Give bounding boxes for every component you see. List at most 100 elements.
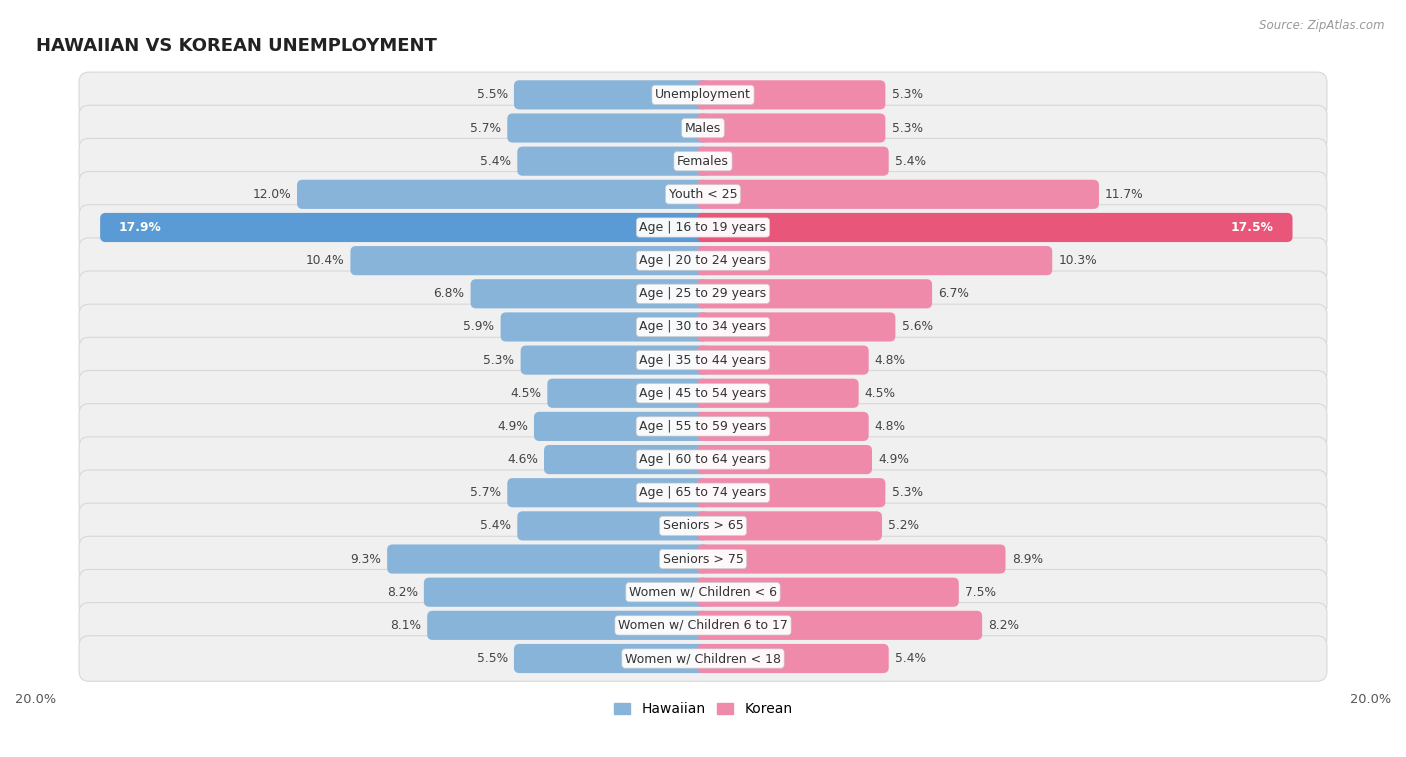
Text: Age | 55 to 59 years: Age | 55 to 59 years bbox=[640, 420, 766, 433]
Text: 12.0%: 12.0% bbox=[252, 188, 291, 201]
FancyBboxPatch shape bbox=[697, 511, 882, 540]
FancyBboxPatch shape bbox=[697, 544, 1005, 574]
FancyBboxPatch shape bbox=[697, 478, 886, 507]
Text: 11.7%: 11.7% bbox=[1105, 188, 1143, 201]
Text: 4.8%: 4.8% bbox=[875, 420, 905, 433]
FancyBboxPatch shape bbox=[517, 511, 709, 540]
Text: 10.3%: 10.3% bbox=[1059, 254, 1097, 267]
FancyBboxPatch shape bbox=[508, 114, 709, 142]
FancyBboxPatch shape bbox=[697, 179, 1099, 209]
FancyBboxPatch shape bbox=[547, 378, 709, 408]
Text: 5.3%: 5.3% bbox=[891, 486, 922, 499]
Text: Age | 30 to 34 years: Age | 30 to 34 years bbox=[640, 320, 766, 333]
FancyBboxPatch shape bbox=[697, 611, 983, 640]
Text: 5.2%: 5.2% bbox=[889, 519, 920, 532]
Text: 5.6%: 5.6% bbox=[901, 320, 932, 333]
Text: Age | 65 to 74 years: Age | 65 to 74 years bbox=[640, 486, 766, 499]
Text: 5.7%: 5.7% bbox=[470, 122, 501, 135]
Text: 10.4%: 10.4% bbox=[305, 254, 344, 267]
FancyBboxPatch shape bbox=[697, 213, 1292, 242]
Text: 7.5%: 7.5% bbox=[965, 586, 995, 599]
Text: 8.1%: 8.1% bbox=[389, 619, 420, 632]
Text: Females: Females bbox=[678, 154, 728, 167]
Text: 5.3%: 5.3% bbox=[891, 89, 922, 101]
Text: 5.3%: 5.3% bbox=[484, 354, 515, 366]
FancyBboxPatch shape bbox=[79, 105, 1327, 151]
Text: 4.5%: 4.5% bbox=[865, 387, 896, 400]
Text: 5.4%: 5.4% bbox=[479, 154, 512, 167]
Text: 5.3%: 5.3% bbox=[891, 122, 922, 135]
Text: Youth < 25: Youth < 25 bbox=[669, 188, 737, 201]
FancyBboxPatch shape bbox=[79, 603, 1327, 648]
FancyBboxPatch shape bbox=[544, 445, 709, 474]
Text: Source: ZipAtlas.com: Source: ZipAtlas.com bbox=[1260, 19, 1385, 32]
FancyBboxPatch shape bbox=[79, 569, 1327, 615]
FancyBboxPatch shape bbox=[79, 238, 1327, 283]
Text: 4.9%: 4.9% bbox=[496, 420, 527, 433]
Text: 4.5%: 4.5% bbox=[510, 387, 541, 400]
FancyBboxPatch shape bbox=[697, 80, 886, 110]
FancyBboxPatch shape bbox=[79, 172, 1327, 217]
Text: 5.5%: 5.5% bbox=[477, 652, 508, 665]
FancyBboxPatch shape bbox=[520, 345, 709, 375]
FancyBboxPatch shape bbox=[471, 279, 709, 308]
Text: Age | 60 to 64 years: Age | 60 to 64 years bbox=[640, 453, 766, 466]
Text: Women w/ Children < 18: Women w/ Children < 18 bbox=[626, 652, 780, 665]
FancyBboxPatch shape bbox=[697, 279, 932, 308]
Text: 9.3%: 9.3% bbox=[350, 553, 381, 565]
FancyBboxPatch shape bbox=[79, 139, 1327, 184]
Text: 5.5%: 5.5% bbox=[477, 89, 508, 101]
FancyBboxPatch shape bbox=[517, 147, 709, 176]
FancyBboxPatch shape bbox=[387, 544, 709, 574]
Text: Males: Males bbox=[685, 122, 721, 135]
Text: Age | 25 to 29 years: Age | 25 to 29 years bbox=[640, 288, 766, 301]
Text: 5.7%: 5.7% bbox=[470, 486, 501, 499]
FancyBboxPatch shape bbox=[515, 644, 709, 673]
FancyBboxPatch shape bbox=[508, 478, 709, 507]
FancyBboxPatch shape bbox=[79, 204, 1327, 251]
FancyBboxPatch shape bbox=[79, 403, 1327, 449]
Text: 5.4%: 5.4% bbox=[894, 154, 927, 167]
Text: 8.2%: 8.2% bbox=[387, 586, 418, 599]
Text: 17.5%: 17.5% bbox=[1230, 221, 1274, 234]
FancyBboxPatch shape bbox=[697, 378, 859, 408]
Text: 4.6%: 4.6% bbox=[508, 453, 538, 466]
FancyBboxPatch shape bbox=[79, 437, 1327, 482]
FancyBboxPatch shape bbox=[350, 246, 709, 276]
FancyBboxPatch shape bbox=[79, 503, 1327, 549]
Text: 17.9%: 17.9% bbox=[120, 221, 162, 234]
FancyBboxPatch shape bbox=[79, 470, 1327, 516]
FancyBboxPatch shape bbox=[697, 313, 896, 341]
FancyBboxPatch shape bbox=[79, 370, 1327, 416]
FancyBboxPatch shape bbox=[79, 536, 1327, 582]
Text: Age | 16 to 19 years: Age | 16 to 19 years bbox=[640, 221, 766, 234]
FancyBboxPatch shape bbox=[697, 644, 889, 673]
Text: 8.9%: 8.9% bbox=[1012, 553, 1043, 565]
Text: Age | 35 to 44 years: Age | 35 to 44 years bbox=[640, 354, 766, 366]
Text: 8.2%: 8.2% bbox=[988, 619, 1019, 632]
FancyBboxPatch shape bbox=[697, 246, 1052, 276]
Text: HAWAIIAN VS KOREAN UNEMPLOYMENT: HAWAIIAN VS KOREAN UNEMPLOYMENT bbox=[35, 37, 436, 55]
Text: Unemployment: Unemployment bbox=[655, 89, 751, 101]
FancyBboxPatch shape bbox=[427, 611, 709, 640]
Text: 6.8%: 6.8% bbox=[433, 288, 464, 301]
Text: 5.4%: 5.4% bbox=[894, 652, 927, 665]
FancyBboxPatch shape bbox=[697, 114, 886, 142]
Text: 6.7%: 6.7% bbox=[938, 288, 969, 301]
Text: Women w/ Children < 6: Women w/ Children < 6 bbox=[628, 586, 778, 599]
Text: 5.9%: 5.9% bbox=[464, 320, 495, 333]
Text: Age | 45 to 54 years: Age | 45 to 54 years bbox=[640, 387, 766, 400]
Text: Seniors > 65: Seniors > 65 bbox=[662, 519, 744, 532]
FancyBboxPatch shape bbox=[79, 72, 1327, 117]
FancyBboxPatch shape bbox=[501, 313, 709, 341]
FancyBboxPatch shape bbox=[297, 179, 709, 209]
FancyBboxPatch shape bbox=[697, 412, 869, 441]
FancyBboxPatch shape bbox=[697, 578, 959, 607]
FancyBboxPatch shape bbox=[100, 213, 709, 242]
FancyBboxPatch shape bbox=[697, 345, 869, 375]
Text: 4.8%: 4.8% bbox=[875, 354, 905, 366]
Text: Seniors > 75: Seniors > 75 bbox=[662, 553, 744, 565]
Legend: Hawaiian, Korean: Hawaiian, Korean bbox=[607, 696, 799, 722]
FancyBboxPatch shape bbox=[697, 445, 872, 474]
Text: Age | 20 to 24 years: Age | 20 to 24 years bbox=[640, 254, 766, 267]
